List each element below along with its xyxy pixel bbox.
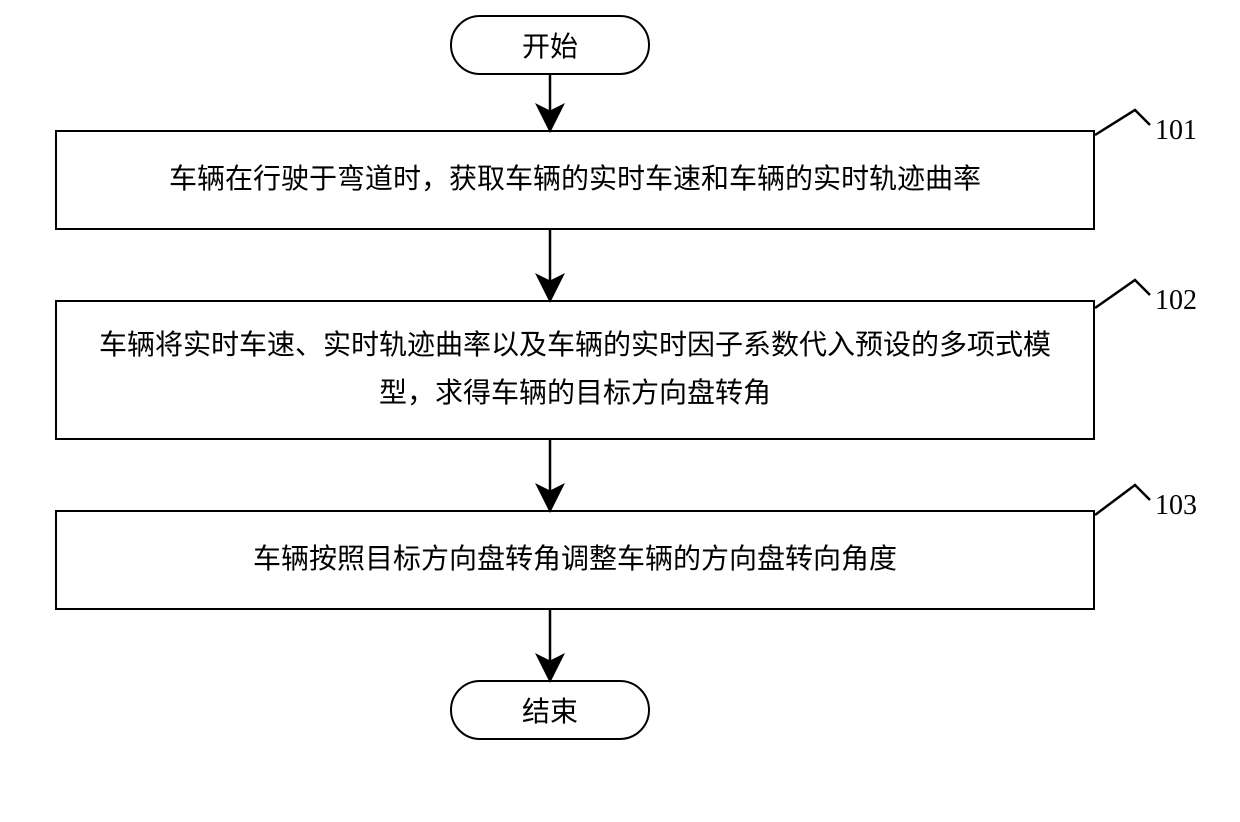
process-step-101: 车辆在行驶于弯道时，获取车辆的实时车速和车辆的实时轨迹曲率 <box>55 130 1095 230</box>
start-node: 开始 <box>450 15 650 75</box>
process-step-102: 车辆将实时车速、实时轨迹曲率以及车辆的实时因子系数代入预设的多项式模型，求得车辆… <box>55 300 1095 440</box>
label-connector-101 <box>1095 110 1150 135</box>
step-label-101: 101 <box>1155 115 1197 147</box>
process-103-text: 车辆按照目标方向盘转角调整车辆的方向盘转向角度 <box>253 536 897 584</box>
process-step-103: 车辆按照目标方向盘转角调整车辆的方向盘转向角度 <box>55 510 1095 610</box>
process-101-text: 车辆在行驶于弯道时，获取车辆的实时车速和车辆的实时轨迹曲率 <box>169 156 981 204</box>
process-102-text: 车辆将实时车速、实时轨迹曲率以及车辆的实时因子系数代入预设的多项式模型，求得车辆… <box>77 322 1073 417</box>
label-connector-103 <box>1095 485 1150 515</box>
end-label: 结束 <box>522 690 578 730</box>
start-label: 开始 <box>522 25 578 65</box>
flowchart-container: 开始 车辆在行驶于弯道时，获取车辆的实时车速和车辆的实时轨迹曲率 101 车辆将… <box>0 0 1240 822</box>
end-node: 结束 <box>450 680 650 740</box>
label-connector-102 <box>1095 280 1150 308</box>
step-label-103: 103 <box>1155 490 1197 522</box>
step-label-102: 102 <box>1155 285 1197 317</box>
